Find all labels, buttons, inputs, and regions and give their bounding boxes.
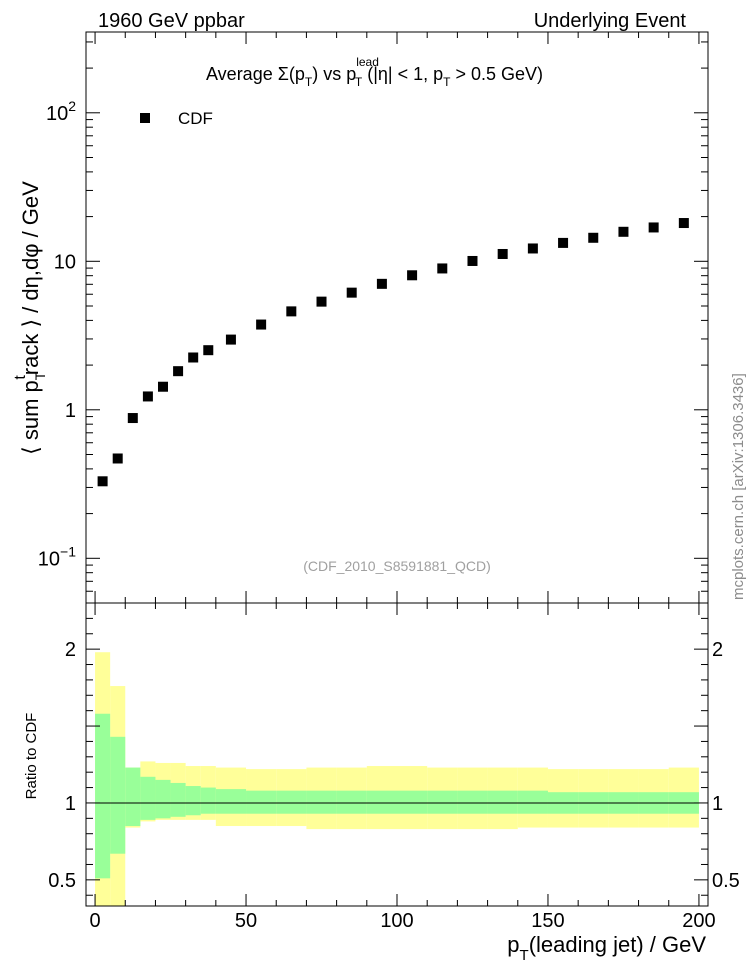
inner-band-bin <box>110 736 126 854</box>
data-point <box>127 413 138 424</box>
data-point <box>527 243 538 254</box>
inner-band-bin <box>306 790 337 814</box>
x-tick-label: 150 <box>531 910 564 932</box>
inner-band-bin <box>517 790 548 814</box>
header-left: 1960 GeV ppbar <box>98 10 245 32</box>
ratio-y-tick-label-right: 1 <box>712 793 723 815</box>
inner-band-bin <box>200 787 216 814</box>
axis-tick-labels: 0 50 100 150 200 10−1 1 10 102 0.5 0.5 1 1 2 2 <box>38 98 740 932</box>
data-point <box>497 248 508 259</box>
data-point <box>225 334 236 345</box>
data-point <box>286 306 297 317</box>
data-point <box>618 226 629 237</box>
inner-band-bin <box>125 767 141 827</box>
x-tick-label: 0 <box>89 910 100 932</box>
data-point <box>407 270 418 281</box>
data-point <box>256 319 267 330</box>
ratio-y-tick-label-left: 2 <box>65 639 76 661</box>
data-point <box>376 278 387 289</box>
y-tick-label: 102 <box>46 98 76 125</box>
inner-band-bin <box>246 790 277 814</box>
inner-band-bin <box>215 789 247 814</box>
axis-ticks <box>86 32 708 906</box>
ratio-y-tick-label-left: 1 <box>65 793 76 815</box>
x-tick-label: 200 <box>682 910 715 932</box>
data-point <box>203 345 214 356</box>
legend-marker <box>140 113 150 123</box>
main-y-axis-title: ⟨ sum pTtrack ⟩ / dη,dφ / GeV⟨ sum pTtra… <box>12 181 48 455</box>
analysis-id: (CDF_2010_S8591881_QCD) <box>303 558 491 574</box>
legend: CDF <box>140 109 213 128</box>
legend-label: CDF <box>178 109 213 128</box>
data-point <box>142 391 153 402</box>
inner-band-bin <box>185 786 201 816</box>
data-point <box>467 255 478 266</box>
inner-band-bin <box>457 790 488 814</box>
ratio-frame <box>85 602 709 907</box>
data-point <box>346 287 357 298</box>
ratio-bands <box>95 652 699 906</box>
y-tick-label: 10−1 <box>38 543 76 570</box>
y-tick-label: 1 <box>65 400 76 422</box>
inner-band-bin <box>336 790 367 814</box>
inner-band-bin <box>170 782 186 817</box>
inner-band-bin <box>397 790 428 814</box>
data-point <box>97 476 108 487</box>
main-data-points <box>97 218 689 487</box>
plot-title: Average Σ(pT) vs plead T (|η| < 1, pT > 0… <box>206 55 543 89</box>
data-point <box>188 352 199 363</box>
data-point <box>157 381 168 392</box>
ratio-y-tick-label-right: 0.5 <box>712 870 740 892</box>
watermark: mcplots.cern.ch [arXiv:1306.3436] <box>730 373 746 600</box>
x-axis-title: pT(leading jet) / GeVpT(leading jet) / G… <box>507 932 706 964</box>
inner-band-bin <box>427 790 458 814</box>
inner-band-bin <box>487 790 518 814</box>
ratio-y-axis-title: Ratio to CDF <box>23 713 40 800</box>
inner-band-bin <box>366 790 397 814</box>
data-point <box>648 222 659 233</box>
inner-band-bin <box>140 776 156 820</box>
y-tick-label: 10 <box>54 251 76 273</box>
data-point <box>173 366 184 377</box>
data-point <box>112 453 123 464</box>
data-point <box>588 232 599 243</box>
x-tick-label: 100 <box>380 910 413 932</box>
x-tick-label: 50 <box>235 910 257 932</box>
inner-band-bin <box>95 713 111 879</box>
ratio-y-tick-label-right: 2 <box>712 639 723 661</box>
inner-band-bin <box>155 779 171 819</box>
header-right: Underlying Event <box>534 10 687 32</box>
data-point <box>558 237 569 248</box>
inner-band-bin <box>276 790 307 814</box>
data-point <box>437 263 448 274</box>
ratio-y-tick-label-left: 0.5 <box>48 870 76 892</box>
data-point <box>678 218 689 229</box>
data-point <box>316 296 327 307</box>
